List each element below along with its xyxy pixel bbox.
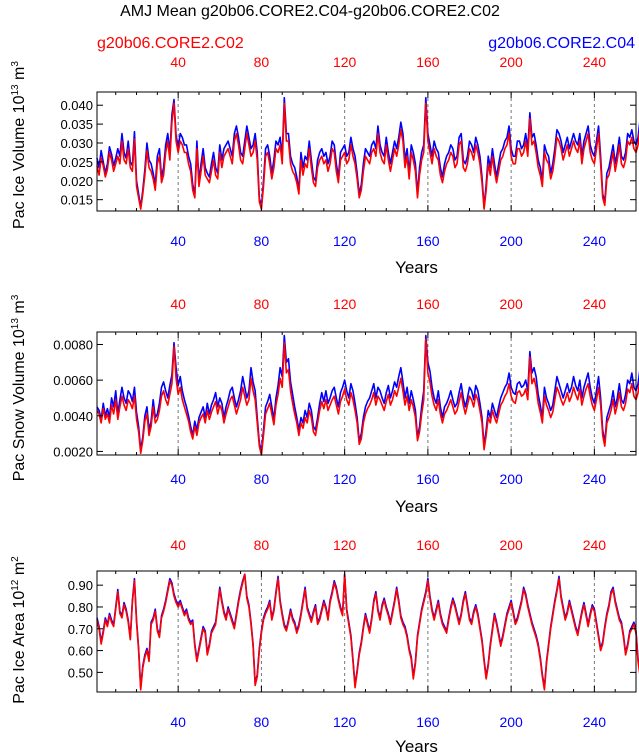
x-tick-label-top: 40 <box>170 537 186 553</box>
legend-label-c04: g20b06.CORE2.C04 <box>488 35 635 52</box>
chart-panel-1: 0.015 0.020 0.025 0.030 0.035 0.040 40 40 80 80 12… <box>10 54 639 277</box>
x-tick-label-bottom: 200 <box>499 233 523 249</box>
x-tick-label-bottom: 160 <box>416 233 440 249</box>
series-line-g20b06.CORE2.C04 <box>96 334 639 453</box>
x-tick-label-top: 80 <box>254 537 270 553</box>
x-tick-label-bottom: 160 <box>416 714 440 730</box>
plot-frame <box>96 570 637 693</box>
x-axis-label: Years <box>395 497 438 516</box>
x-tick-label-top: 240 <box>583 296 607 312</box>
y-tick-label: 0.70 <box>68 622 93 637</box>
x-tick-label-top: 200 <box>499 296 523 312</box>
x-tick-label-bottom: 80 <box>254 714 270 730</box>
y-tick-label: 0.040 <box>60 98 93 113</box>
x-tick-label-top: 160 <box>416 296 440 312</box>
x-tick-label-bottom: 40 <box>170 233 186 249</box>
x-tick-label-bottom: 240 <box>583 714 607 730</box>
chart-panel-3: 0.50 0.60 0.70 0.80 0.90 40 40 80 80 120 120 160 160… <box>10 537 639 753</box>
x-tick-label-top: 240 <box>583 537 607 553</box>
x-tick-label-bottom: 80 <box>254 233 270 249</box>
x-tick-label-bottom: 240 <box>583 233 607 249</box>
x-tick-label-top: 40 <box>170 296 186 312</box>
x-tick-label-bottom: 200 <box>499 471 523 487</box>
y-axis-label: Pac Ice Volume 1013 m3 <box>10 61 28 229</box>
legend-label-c02: g20b06.CORE2.C02 <box>97 35 244 52</box>
y-tick-label: 0.60 <box>68 644 93 659</box>
plot-frame <box>96 331 637 456</box>
x-tick-label-bottom: 240 <box>583 471 607 487</box>
y-axis-label: Pac Ice Area 1012 m2 <box>10 556 28 704</box>
x-tick-label-top: 200 <box>499 54 523 70</box>
x-tick-label-bottom: 80 <box>254 471 270 487</box>
y-tick-label: 0.0020 <box>53 444 93 459</box>
x-tick-label-bottom: 200 <box>499 714 523 730</box>
x-tick-label-top: 40 <box>170 54 186 70</box>
chart-panels: 0.015 0.020 0.025 0.030 0.035 0.040 40 40 80 80 12… <box>10 54 639 753</box>
x-tick-label-bottom: 120 <box>333 233 357 249</box>
y-tick-label: 0.50 <box>68 665 93 680</box>
y-tick-label: 0.0080 <box>53 337 93 352</box>
series-line-g20b06.CORE2.C02 <box>96 102 639 210</box>
chart-panel-2: 0.0020 0.0040 0.0060 0.0080 40 40 80 80 120 120 16… <box>10 294 639 516</box>
y-tick-label: 0.025 <box>60 155 93 170</box>
x-tick-label-top: 80 <box>254 54 270 70</box>
x-axis-label: Years <box>395 737 438 753</box>
x-tick-label-top: 160 <box>416 54 440 70</box>
series-line-g20b06.CORE2.C02 <box>96 573 639 691</box>
y-tick-label: 0.035 <box>60 117 93 132</box>
x-axis-label: Years <box>395 258 438 277</box>
y-tick-label: 0.030 <box>60 136 93 151</box>
y-tick-label: 0.0060 <box>53 373 93 388</box>
y-tick-label: 0.020 <box>60 174 93 189</box>
x-tick-label-bottom: 40 <box>170 714 186 730</box>
x-tick-label-bottom: 120 <box>333 471 357 487</box>
x-tick-label-top: 200 <box>499 537 523 553</box>
y-tick-label: 0.015 <box>60 193 93 208</box>
x-tick-label-top: 80 <box>254 296 270 312</box>
plot-frame <box>96 91 637 212</box>
y-tick-label: 0.80 <box>68 600 93 615</box>
x-tick-label-top: 120 <box>333 296 357 312</box>
x-tick-label-top: 120 <box>333 537 357 553</box>
y-axis-label: Pac Snow Volume 1013 m3 <box>10 294 28 481</box>
series-line-g20b06.CORE2.C02 <box>96 338 639 456</box>
y-tick-label: 0.0040 <box>53 409 93 424</box>
x-tick-label-top: 120 <box>333 54 357 70</box>
x-tick-label-top: 160 <box>416 537 440 553</box>
x-tick-label-bottom: 120 <box>333 714 357 730</box>
figure-title: AMJ Mean g20b06.CORE2.C04-g20b06.CORE2.C… <box>120 3 500 20</box>
x-tick-label-top: 240 <box>583 54 607 70</box>
x-tick-label-bottom: 160 <box>416 471 440 487</box>
y-tick-label: 0.90 <box>68 578 93 593</box>
x-tick-label-bottom: 40 <box>170 471 186 487</box>
